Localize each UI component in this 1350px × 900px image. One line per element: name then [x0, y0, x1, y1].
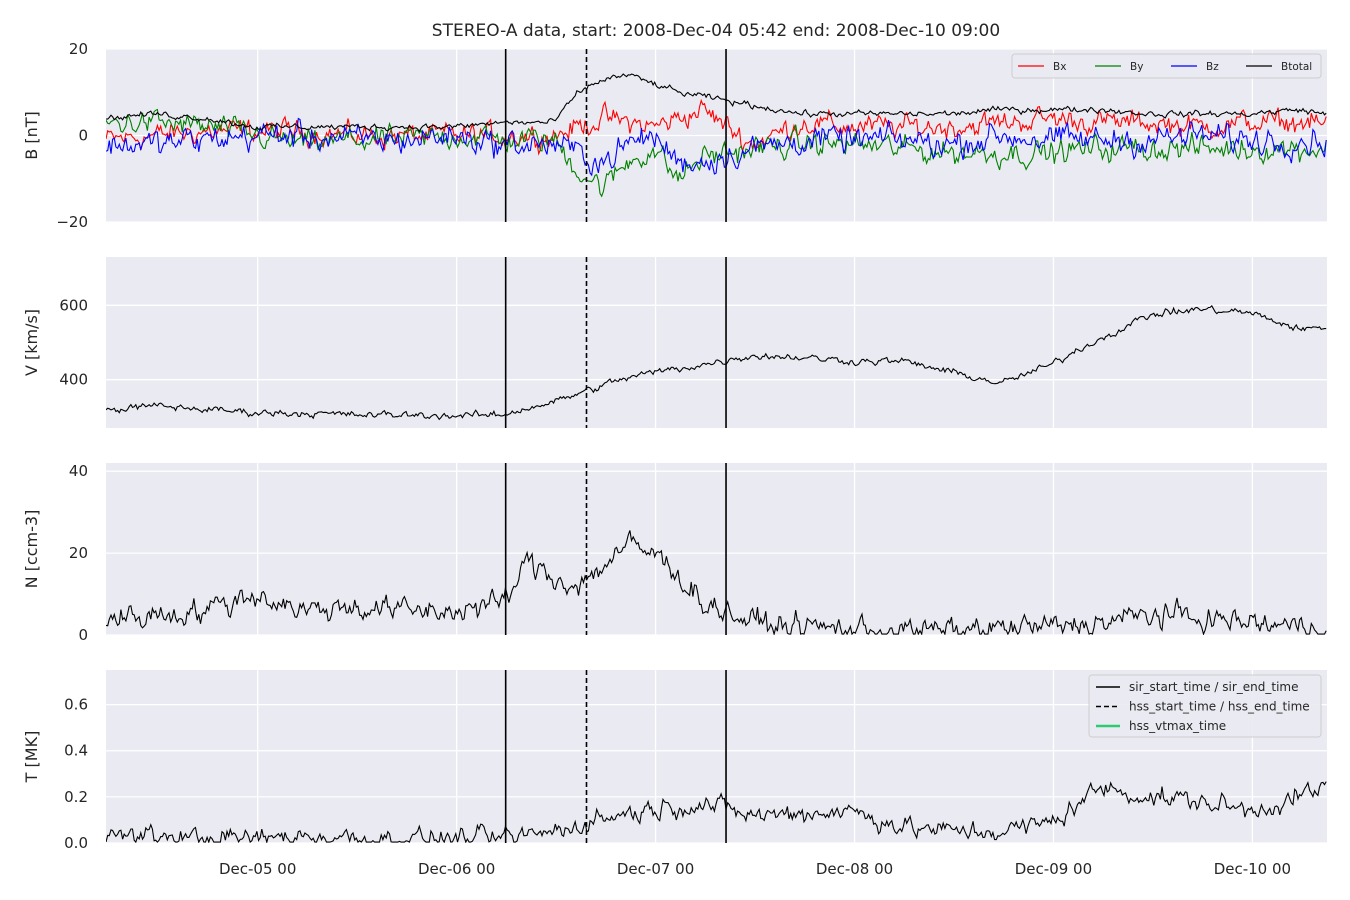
y-tick-label: 0.4 [64, 742, 88, 760]
y-tick-label: 0.0 [64, 834, 88, 852]
series-V [106, 305, 1327, 421]
y-axis-label: V [km/s] [22, 309, 41, 376]
y-tick-label: −20 [56, 213, 88, 231]
series-T [106, 781, 1327, 843]
series-Btotal [106, 73, 1327, 133]
x-tick-label: Dec-09 00 [1015, 860, 1092, 878]
series-Bz [106, 117, 1327, 177]
panel-T: 0.0 0.2 0.4 0.6 T [MK] sir_start_time / sir_e… [22, 670, 1327, 852]
y-tick-label: 400 [59, 371, 88, 389]
y-tick-label: 40 [69, 462, 88, 480]
chart-title: STEREO-A data, start: 2008-Dec-04 05:42 … [432, 21, 1000, 41]
legend-label-1: hss_start_time / hss_end_time [1129, 700, 1310, 714]
legend-label-Bz: Bz [1206, 61, 1219, 73]
legend-label-Btotal: Btotal [1281, 61, 1312, 73]
panel-V: 400 600 V [km/s] [22, 257, 1327, 428]
y-tick-label: 0 [78, 626, 88, 644]
panel-B: −20 0 20 B [nT] Bx By Bz Btotal [22, 40, 1327, 231]
y-axis-label: B [nT] [22, 111, 41, 159]
legend-t: sir_start_time / sir_end_time hss_start_t… [1088, 674, 1322, 738]
y-tick-label: 600 [59, 296, 88, 314]
x-tick-label: Dec-06 00 [418, 860, 495, 878]
x-axis: Dec-05 00 Dec-06 00 Dec-07 00 Dec-08 00 Dec-… [219, 860, 1291, 878]
series-N [106, 530, 1327, 635]
legend-b: Bx By Bz Btotal [1011, 53, 1322, 79]
legend-label-By: By [1130, 61, 1143, 73]
y-tick-label: 0 [78, 127, 88, 145]
x-tick-label: Dec-07 00 [617, 860, 694, 878]
x-tick-label: Dec-10 00 [1214, 860, 1291, 878]
y-tick-label: 0.2 [64, 788, 88, 806]
y-axis-label: N [ccm-3] [22, 510, 41, 589]
x-tick-label: Dec-08 00 [816, 860, 893, 878]
y-tick-label: 20 [69, 544, 88, 562]
panels: −20 0 20 B [nT] Bx By Bz Btotal 400 600 V [km/s] 0 2… [22, 40, 1327, 852]
legend-label-2: hss_vtmax_time [1129, 719, 1226, 733]
x-tick-label: Dec-05 00 [219, 860, 296, 878]
panel-background [106, 257, 1327, 428]
panel-N: 0 20 40 N [ccm-3] [22, 462, 1327, 644]
y-tick-label: 0.6 [64, 696, 88, 714]
legend-label-Bx: Bx [1053, 61, 1066, 73]
panel-background [106, 463, 1327, 635]
legend-frame [1088, 674, 1322, 738]
legend-frame [1011, 53, 1322, 79]
y-tick-label: 20 [69, 40, 88, 58]
legend-label-0: sir_start_time / sir_end_time [1129, 680, 1299, 694]
series-By [106, 108, 1327, 198]
y-axis-label: T [MK] [22, 731, 41, 784]
